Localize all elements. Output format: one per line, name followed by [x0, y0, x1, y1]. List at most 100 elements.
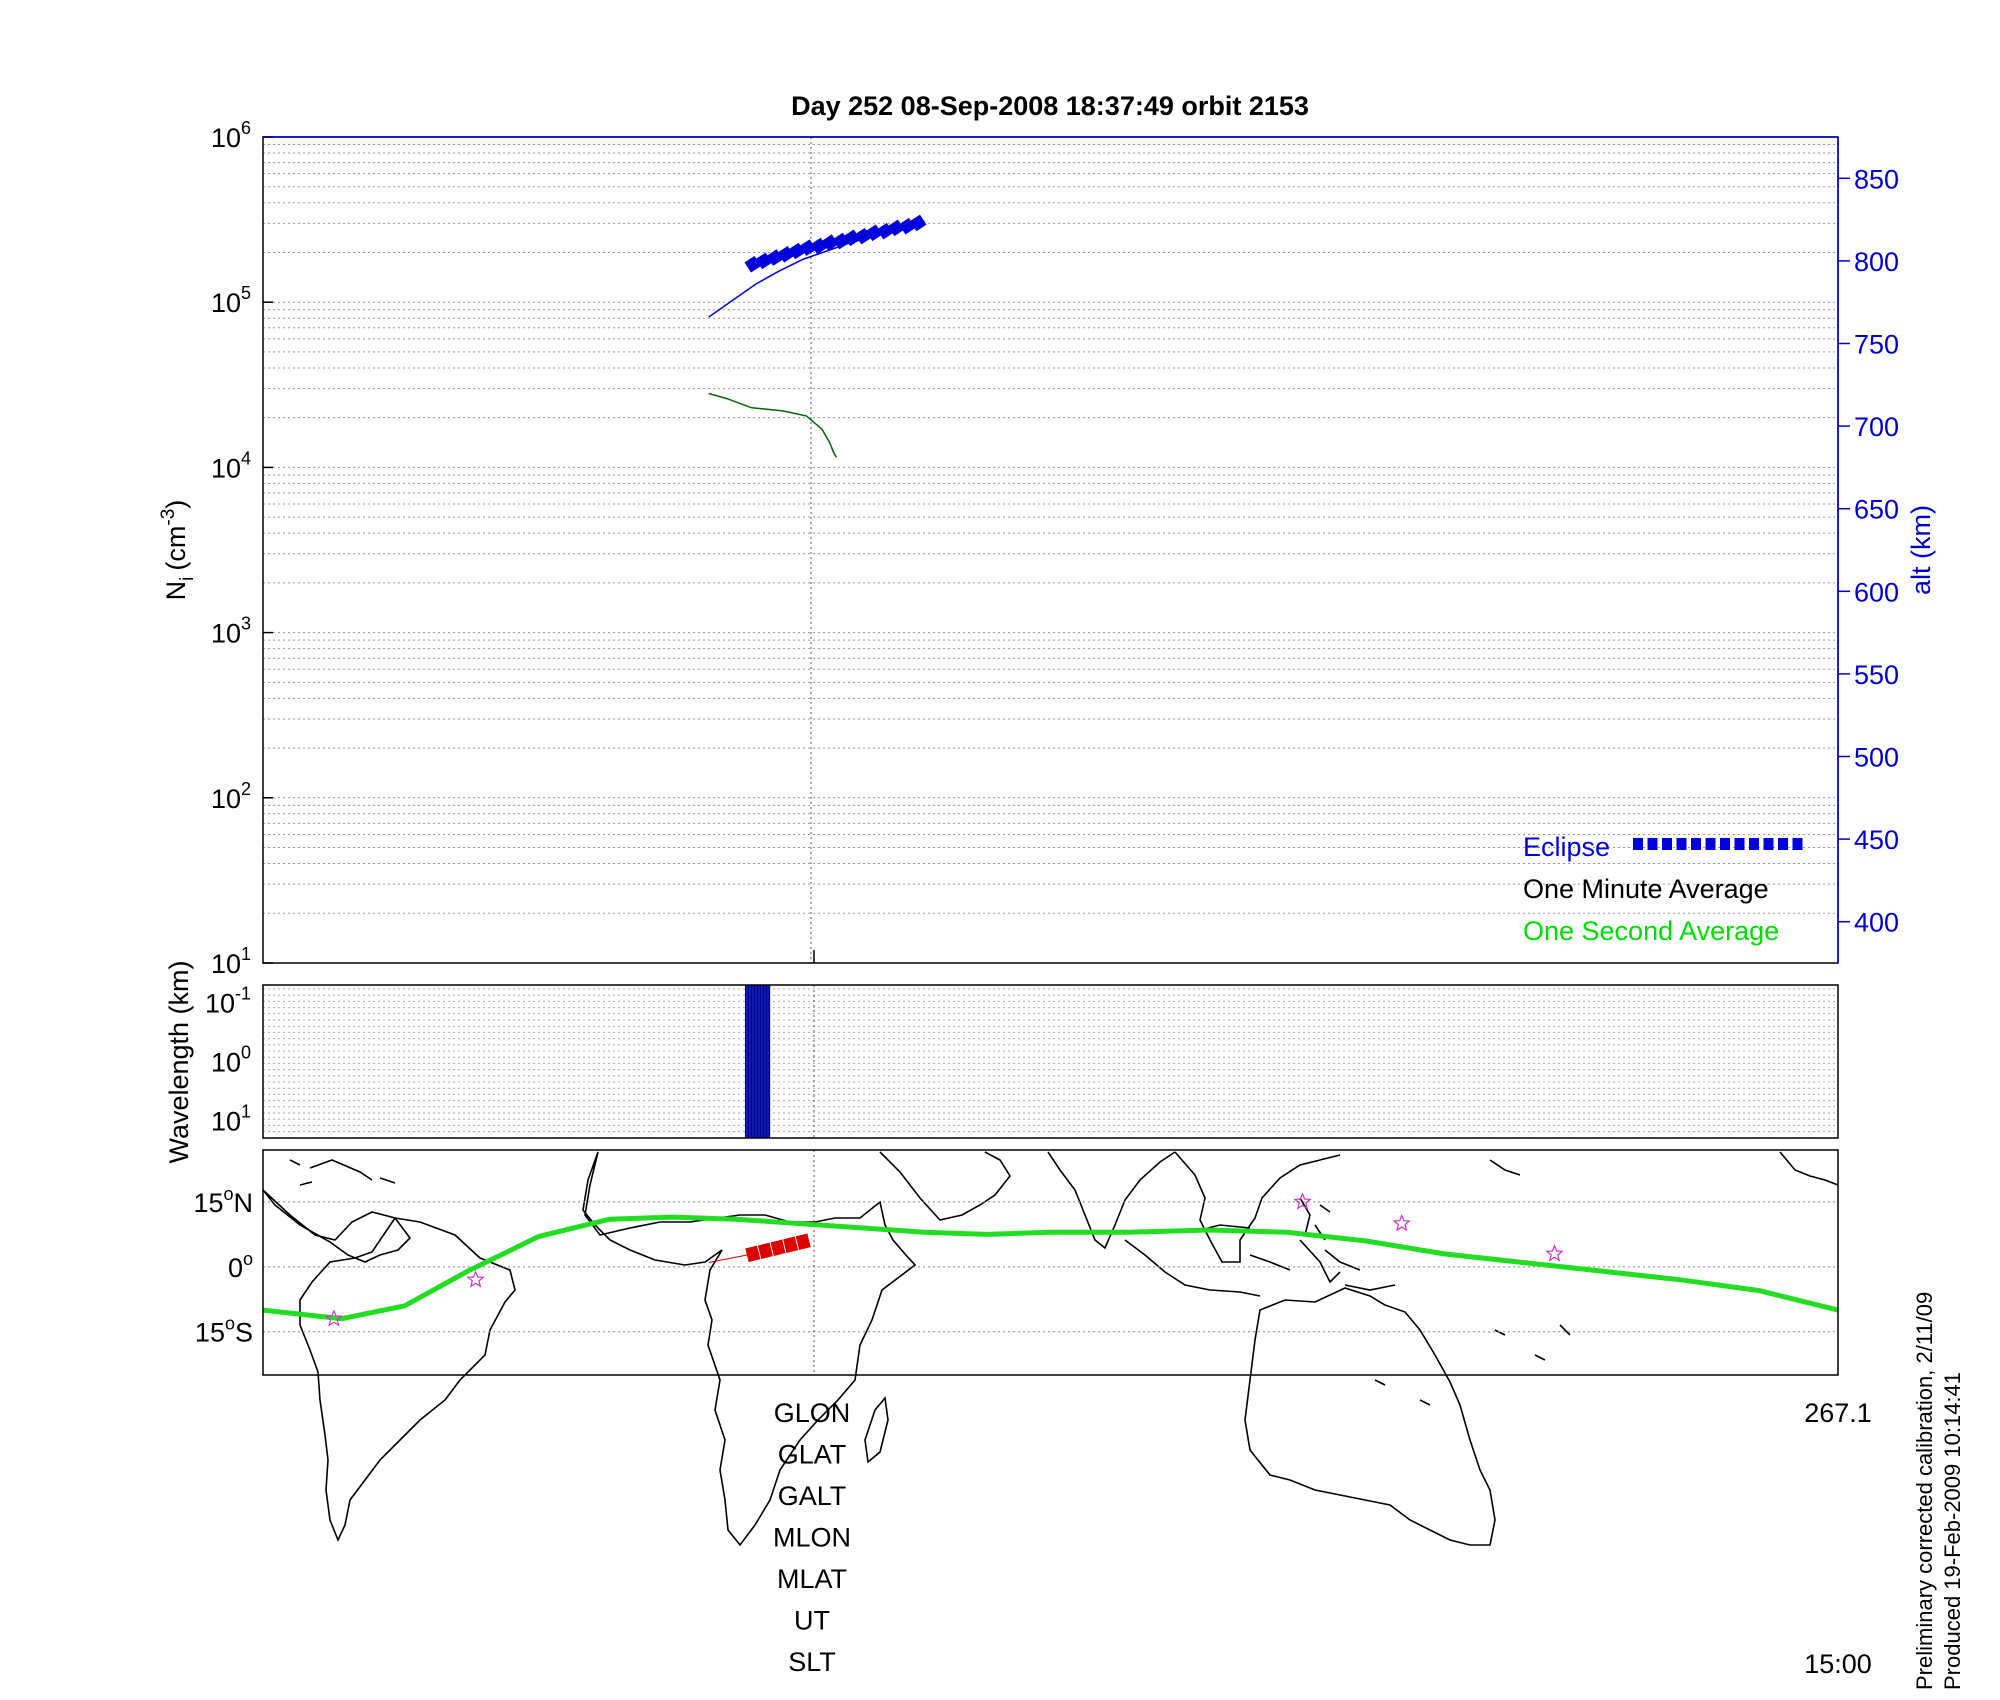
outline-australia — [1244, 1287, 1496, 1546]
lat-tick-label: 15oS — [195, 1314, 253, 1348]
outline-indonesia — [1124, 1224, 1396, 1297]
legend-square — [1749, 838, 1759, 850]
legend-one-second-label: One Second Average — [1523, 916, 1779, 946]
density-y-label: Ni (cm-3) — [158, 500, 198, 601]
ground-track — [262, 1214, 1839, 1322]
readout-label-glat: GLAT — [778, 1440, 847, 1470]
legend-eclipse-label: Eclipse — [1523, 832, 1610, 862]
legend-square — [1792, 838, 1803, 850]
wl-tick-label: 101 — [211, 1101, 251, 1136]
ylabel-unit-exp: -3 — [158, 509, 179, 526]
readout-label-glon: GLON — [774, 1398, 851, 1428]
outline-africa — [582, 1151, 917, 1547]
outline-central-america — [262, 1189, 412, 1263]
y-tick-label: 101 — [211, 944, 251, 979]
y-tick-label: 106 — [211, 118, 251, 153]
legend-square — [1720, 838, 1730, 850]
wavelength-frame — [262, 984, 1839, 1139]
wavelength-band — [744, 985, 771, 1138]
legend-square — [1778, 838, 1788, 850]
altitude-line — [708, 220, 925, 318]
wavelength-bands — [744, 985, 771, 1138]
y-tick-label: 105 — [211, 283, 251, 318]
density-panel: 101 102 103 104 105 106 400 450 500 550 600 650 700… — [158, 118, 1936, 979]
map-frame — [262, 1149, 1839, 1376]
legend-square — [1705, 838, 1716, 850]
outline-india — [1047, 1151, 1176, 1250]
ylabel-main: N — [161, 581, 191, 601]
legend-square — [1763, 838, 1774, 850]
legend-square — [1647, 838, 1658, 850]
star-marker — [1392, 1213, 1411, 1232]
map-eclipse-point — [783, 1236, 799, 1254]
star-marker — [1545, 1244, 1564, 1262]
y2-tick-label: 550 — [1854, 660, 1899, 690]
y-tick-label: 103 — [211, 614, 251, 649]
outline-caribbean — [289, 1159, 396, 1186]
outline-southeast-asia — [1174, 1151, 1341, 1263]
readout-label-mlat: MLAT — [777, 1564, 847, 1594]
map-eclipse-point — [757, 1242, 773, 1260]
legend-square — [1633, 838, 1643, 850]
wavelength-y-label: Wavelength (km) — [164, 960, 194, 1163]
ylabel-unit-close: ) — [161, 500, 191, 509]
readout-label-galt: GALT — [778, 1481, 847, 1511]
legend: Eclipse One Minute Average One Second Av… — [1523, 832, 1803, 946]
map-eclipse-point — [795, 1233, 811, 1250]
y2-tick-label: 600 — [1854, 577, 1899, 607]
y2-tick-label: 500 — [1854, 743, 1899, 773]
wavelength-panel: 10-1 100 101 Wavelength (km) — [164, 960, 1839, 1164]
star-marker — [324, 1309, 344, 1327]
y2-tick-label: 800 — [1854, 247, 1899, 277]
wl-tick-label: 100 — [211, 1043, 251, 1078]
map-y-ticks: 15oN 0o 15oS — [193, 1184, 253, 1348]
density-y-ticks: 101 102 103 104 105 106 — [211, 118, 273, 979]
y2-tick-label: 850 — [1854, 164, 1899, 194]
wl-tick-label: 10-1 — [205, 984, 251, 1019]
eclipse-track-line — [708, 1253, 753, 1263]
lat-tick-label: 0o — [228, 1249, 253, 1283]
wavelength-grid — [263, 988, 1838, 1139]
y-tick-label: 104 — [211, 448, 251, 483]
legend-square — [1662, 838, 1672, 850]
readout-label-slt: SLT — [788, 1647, 836, 1677]
star-marker — [466, 1270, 485, 1288]
continent-outlines — [262, 1151, 1839, 1547]
y2-tick-label: 700 — [1854, 412, 1899, 442]
density-line — [708, 392, 837, 458]
map-eclipse-point — [770, 1239, 786, 1257]
legend-square — [1691, 838, 1701, 850]
y-tick-label: 102 — [211, 779, 251, 814]
lat-tick-label: 15oN — [193, 1184, 253, 1218]
y2-tick-label: 400 — [1854, 908, 1899, 938]
legend-square — [1734, 838, 1745, 850]
ylabel-sub: i — [177, 577, 198, 581]
altitude-y-label: alt (km) — [1906, 505, 1936, 595]
outline-arabia — [879, 1151, 1011, 1221]
ylabel-unit: (cm — [161, 526, 191, 571]
outline-japan — [1489, 1159, 1521, 1176]
y2-tick-label: 450 — [1854, 825, 1899, 855]
y2-tick-label: 750 — [1854, 330, 1899, 360]
legend-one-minute-label: One Minute Average — [1523, 874, 1769, 904]
legend-eclipse-marker — [1633, 838, 1803, 850]
density-series — [708, 214, 927, 458]
outline-madagascar — [864, 1396, 889, 1464]
footer-calibration: Preliminary corrected calibration, 2/11/… — [1912, 1292, 1937, 1690]
wavelength-y-ticks: 10-1 100 101 — [205, 984, 251, 1137]
map-panel: 15oN 0o 15oS — [193, 1149, 1839, 1547]
ephemeris-readout: GLON GLAT GALT MLON MLAT UT SLT — [773, 1398, 851, 1677]
readout-label-ut: UT — [794, 1606, 830, 1636]
outline-south-america — [299, 1217, 516, 1543]
readout-right-top: 267.1 — [1804, 1398, 1872, 1428]
outline-islands — [1374, 1324, 1571, 1406]
altitude-y-ticks: 400 450 500 550 600 650 700 750 800 850 — [1838, 164, 1899, 938]
footer-produced: Produced 19-Feb-2009 10:14:41 — [1940, 1372, 1965, 1690]
readout-label-mlon: MLON — [773, 1523, 851, 1553]
map-eclipse-point — [745, 1245, 761, 1263]
map-series — [262, 1192, 1839, 1327]
legend-square — [1676, 838, 1687, 850]
chart-title: Day 252 08-Sep-2008 18:37:49 orbit 2153 — [791, 91, 1309, 121]
y2-tick-label: 650 — [1854, 495, 1899, 525]
